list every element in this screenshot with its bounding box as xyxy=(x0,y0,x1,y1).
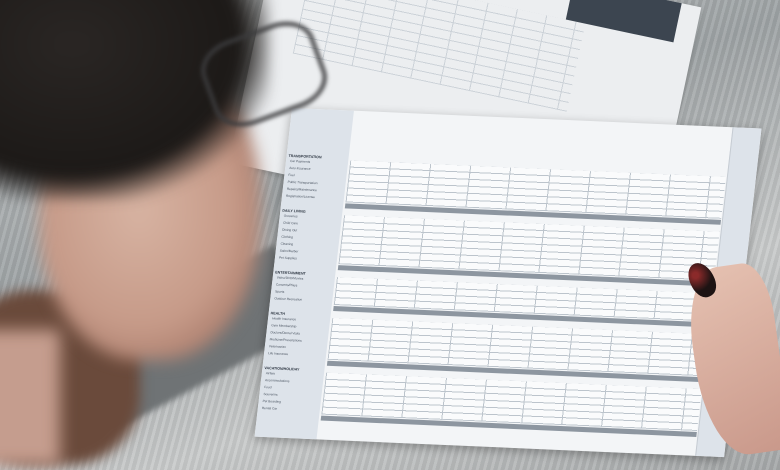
section-title: HEALTH xyxy=(270,311,286,316)
row-label: Cleaning xyxy=(280,241,294,247)
budget-section: TRANSPORTATION Car Payments Auto Insurance… xyxy=(286,154,757,225)
row-label: Groceries xyxy=(283,213,298,219)
row-label: Rental Car xyxy=(261,405,278,411)
background-header-block xyxy=(565,0,682,43)
budget-spreadsheet-printout: TRANSPORTATION Car Payments Auto Insurance… xyxy=(254,108,762,458)
row-label: Pet Boarding xyxy=(262,399,282,404)
row-label: Dining Out xyxy=(281,227,298,233)
person-hair xyxy=(0,0,270,200)
row-label: Car Payments xyxy=(289,158,311,164)
person-arm xyxy=(0,330,60,465)
row-label: Child Care xyxy=(282,220,299,226)
row-label: Clothing xyxy=(281,234,294,240)
row-label: Life Insurance xyxy=(267,351,289,357)
row-label: Fuel xyxy=(288,172,295,178)
row-label: Food xyxy=(263,385,272,390)
row-label: Sports xyxy=(274,289,285,294)
row-label: Airfare xyxy=(265,371,276,376)
row-label: Concerts/Plays xyxy=(275,282,298,288)
row-label: Souvenirs xyxy=(263,392,278,397)
background-grid xyxy=(292,0,586,112)
row-label: Auto Insurance xyxy=(288,165,311,171)
row-label: Veterinarian xyxy=(268,344,287,349)
row-label: Salon/Barber xyxy=(279,248,299,254)
row-label: Pet Supplies xyxy=(278,255,298,261)
